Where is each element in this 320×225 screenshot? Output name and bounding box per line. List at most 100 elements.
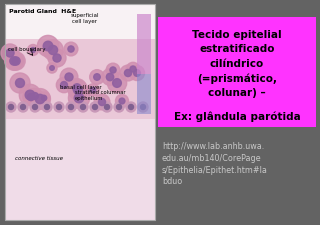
Circle shape (30, 48, 36, 53)
Circle shape (130, 67, 136, 73)
Circle shape (102, 103, 112, 112)
Circle shape (47, 64, 57, 74)
Circle shape (74, 94, 84, 103)
Text: stratified columnar
epithelium: stratified columnar epithelium (75, 90, 126, 101)
Circle shape (68, 47, 74, 53)
Circle shape (134, 70, 140, 77)
Circle shape (7, 53, 25, 71)
Circle shape (60, 82, 68, 89)
Circle shape (15, 79, 25, 88)
Text: connective tissue: connective tissue (15, 155, 63, 160)
Circle shape (43, 42, 53, 52)
Circle shape (53, 55, 61, 63)
Text: estratificado: estratificado (199, 44, 275, 54)
Circle shape (30, 103, 40, 112)
Text: (=prismático,: (=prismático, (197, 73, 277, 84)
Circle shape (130, 66, 145, 81)
Circle shape (9, 105, 13, 110)
Circle shape (81, 105, 85, 110)
Circle shape (106, 64, 120, 77)
Circle shape (65, 74, 73, 82)
Text: superficial
cell layer: superficial cell layer (71, 13, 99, 24)
Bar (5, 5, 155, 220)
Circle shape (10, 74, 30, 94)
Circle shape (138, 103, 148, 112)
Circle shape (105, 105, 109, 110)
Circle shape (54, 103, 64, 112)
Text: Parotid Gland  H&E: Parotid Gland H&E (9, 9, 76, 14)
Text: colunar) –: colunar) – (208, 88, 266, 98)
Text: Ex: glândula parótida: Ex: glândula parótida (174, 112, 300, 122)
Circle shape (42, 103, 52, 112)
Bar (5, 119, 155, 220)
Circle shape (94, 95, 110, 110)
Bar (5, 40, 155, 119)
Bar (5, 5, 155, 40)
Text: cell boundary: cell boundary (8, 47, 45, 52)
Bar (158, 18, 316, 127)
Circle shape (5, 52, 23, 71)
Circle shape (140, 105, 146, 110)
Circle shape (44, 105, 50, 110)
Circle shape (25, 91, 35, 100)
Circle shape (94, 74, 100, 81)
Circle shape (38, 92, 50, 105)
Circle shape (33, 105, 37, 110)
Circle shape (68, 81, 88, 100)
Circle shape (119, 99, 125, 104)
Text: basal cell layer: basal cell layer (60, 85, 102, 90)
Circle shape (102, 69, 118, 86)
Circle shape (126, 103, 136, 112)
Circle shape (23, 90, 39, 106)
Text: http://www.lab.anhb.uwa.
edu.au/mb140/CorePage
s/Epithelia/Epithet.htm#la
bduo: http://www.lab.anhb.uwa. edu.au/mb140/Co… (162, 141, 268, 186)
Circle shape (124, 70, 132, 77)
Circle shape (56, 78, 72, 93)
Circle shape (28, 89, 43, 104)
Circle shape (68, 105, 74, 110)
Circle shape (48, 46, 58, 55)
Circle shape (10, 58, 18, 66)
Circle shape (116, 105, 122, 110)
Circle shape (64, 43, 78, 57)
Circle shape (90, 88, 96, 93)
Circle shape (20, 105, 26, 110)
Circle shape (78, 103, 88, 112)
Circle shape (90, 70, 104, 85)
Circle shape (28, 45, 38, 56)
Circle shape (73, 84, 81, 93)
Circle shape (35, 95, 45, 104)
Circle shape (129, 105, 133, 110)
Circle shape (68, 88, 90, 109)
Circle shape (57, 105, 61, 110)
Circle shape (29, 89, 51, 110)
Bar (5, 5, 155, 220)
Circle shape (27, 94, 35, 101)
Circle shape (48, 50, 66, 68)
Circle shape (37, 36, 59, 57)
Circle shape (114, 103, 124, 112)
Circle shape (6, 50, 14, 58)
Circle shape (19, 85, 41, 106)
Circle shape (99, 99, 106, 106)
Circle shape (43, 40, 63, 61)
Circle shape (116, 95, 129, 108)
Circle shape (1, 45, 19, 63)
Circle shape (113, 79, 121, 88)
Circle shape (120, 66, 136, 82)
Circle shape (110, 68, 116, 74)
Circle shape (90, 103, 100, 112)
Circle shape (18, 103, 28, 112)
Circle shape (107, 74, 127, 93)
Text: cilíndrico: cilíndrico (210, 59, 264, 69)
Circle shape (32, 93, 38, 100)
Bar (137, 75, 151, 115)
Circle shape (6, 103, 16, 112)
Circle shape (41, 96, 47, 101)
Circle shape (60, 69, 78, 86)
Text: Tecido epitelial: Tecido epitelial (192, 30, 282, 40)
Circle shape (74, 86, 83, 95)
Circle shape (12, 58, 20, 66)
Circle shape (87, 84, 99, 97)
Bar (137, 15, 151, 75)
Circle shape (126, 63, 140, 76)
